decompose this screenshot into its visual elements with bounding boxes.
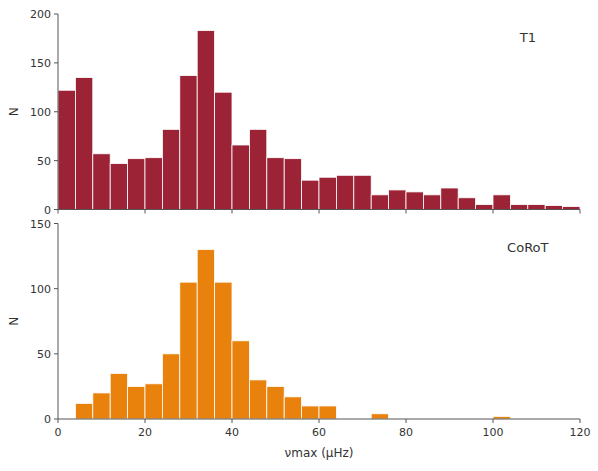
x-tick xyxy=(580,419,581,423)
x-tick xyxy=(580,210,581,214)
y-tick xyxy=(54,14,58,15)
panel: 0 50 100 150 200 N T1 xyxy=(7,8,580,217)
x-tick-label: 40 xyxy=(225,426,239,439)
histogram-bar xyxy=(476,205,493,210)
bars xyxy=(58,31,580,210)
bars xyxy=(75,250,510,419)
histogram-bar xyxy=(180,76,197,210)
histogram-bar xyxy=(302,406,319,419)
histogram-bar xyxy=(441,188,458,210)
y-tick xyxy=(54,111,58,112)
histogram-bar xyxy=(232,145,249,210)
histogram-bar xyxy=(267,386,284,419)
histogram-bar xyxy=(336,175,353,209)
page: {"chart_data": [ {"type": "histogram", "… xyxy=(0,0,598,471)
chart-container: 0 50 100 150 200 N T1 0 20 40 60 80 100 120 0 50 100 150 N… xyxy=(0,0,598,471)
histogram-bar xyxy=(232,341,249,419)
histogram-bar xyxy=(93,154,110,210)
histogram-bar xyxy=(284,159,301,210)
x-tick xyxy=(493,419,494,423)
histogram-bar xyxy=(197,250,214,419)
panel: 0 20 40 60 80 100 120 0 50 100 150 Nνmax (μHz) CoRoT xyxy=(7,218,591,461)
x-tick xyxy=(319,210,320,214)
histogram-bar xyxy=(110,164,127,210)
annotation: CoRoT xyxy=(507,240,548,255)
x-tick xyxy=(145,210,146,214)
histogram-bar xyxy=(249,129,266,209)
x-tick xyxy=(493,210,494,214)
x-tick-label: 20 xyxy=(138,426,152,439)
histogram-bar xyxy=(354,175,371,209)
y-tick xyxy=(54,160,58,161)
axes: 0 20 40 60 80 100 120 0 50 100 150 Nνmax (μHz) xyxy=(7,218,591,461)
x-tick xyxy=(406,210,407,214)
y-tick-label: 100 xyxy=(30,106,51,119)
y-tick xyxy=(54,209,58,210)
histogram-bar xyxy=(215,282,232,419)
histogram-bar xyxy=(319,406,336,419)
histogram-bar xyxy=(371,195,388,210)
histogram-bar xyxy=(162,129,179,209)
y-tick-label: 50 xyxy=(37,348,51,361)
x-tick-label: 60 xyxy=(312,426,326,439)
x-tick xyxy=(319,419,320,423)
histogram-bar xyxy=(302,180,319,209)
histogram-bar xyxy=(267,158,284,210)
histogram-bar xyxy=(58,90,75,209)
y-tick xyxy=(54,353,58,354)
histogram-bar xyxy=(249,380,266,419)
y-axis-line xyxy=(58,224,59,420)
histogram-bar xyxy=(528,205,545,210)
histogram-bar xyxy=(215,92,232,209)
histogram-bar xyxy=(371,414,388,419)
axes: 0 50 100 150 200 N xyxy=(7,8,580,217)
histogram-bar xyxy=(180,282,197,419)
y-tick-label: 150 xyxy=(30,218,51,231)
chart-svg: 0 50 100 150 200 N T1 0 20 40 60 80 100 120 0 50 100 150 N… xyxy=(0,0,598,471)
x-tick xyxy=(232,419,233,423)
y-tick-label: 0 xyxy=(44,204,51,217)
histogram-bar xyxy=(128,386,145,419)
histogram-bar xyxy=(93,393,110,419)
annotation: T1 xyxy=(519,30,536,45)
histogram-bar xyxy=(75,78,92,210)
histogram-bar xyxy=(493,195,510,210)
y-tick-label: 50 xyxy=(37,155,51,168)
histogram-bar xyxy=(406,192,423,210)
x-tick xyxy=(58,210,59,214)
x-tick xyxy=(58,419,59,423)
y-tick xyxy=(54,62,58,63)
histogram-bar xyxy=(197,31,214,210)
histogram-bar xyxy=(75,403,92,419)
y-tick-label: 200 xyxy=(30,8,51,21)
x-tick-label: 0 xyxy=(55,426,62,439)
histogram-bar xyxy=(145,384,162,419)
y-tick xyxy=(54,419,58,420)
histogram-bar xyxy=(162,354,179,419)
y-axis-label: N xyxy=(7,317,21,326)
histogram-bar xyxy=(423,195,440,210)
x-tick-label: 120 xyxy=(570,426,591,439)
y-axis-label: N xyxy=(7,107,21,116)
y-tick xyxy=(54,288,58,289)
x-tick-label: 100 xyxy=(483,426,504,439)
histogram-bar xyxy=(458,198,475,210)
x-tick xyxy=(145,419,146,423)
histogram-bar xyxy=(128,159,145,210)
histogram-bar xyxy=(389,190,406,210)
histogram-bar xyxy=(284,397,301,419)
y-tick xyxy=(54,223,58,224)
histogram-bar xyxy=(545,206,562,210)
x-tick-label: 80 xyxy=(399,426,413,439)
y-tick-label: 150 xyxy=(30,57,51,70)
histogram-bar xyxy=(510,205,527,210)
histogram-bar xyxy=(319,177,336,209)
y-tick-label: 100 xyxy=(30,283,51,296)
x-axis-label: νmax (μHz) xyxy=(285,446,354,460)
x-tick xyxy=(406,419,407,423)
y-tick-label: 0 xyxy=(44,413,51,426)
histogram-bar xyxy=(145,158,162,210)
x-tick xyxy=(232,210,233,214)
histogram-bar xyxy=(110,373,127,419)
